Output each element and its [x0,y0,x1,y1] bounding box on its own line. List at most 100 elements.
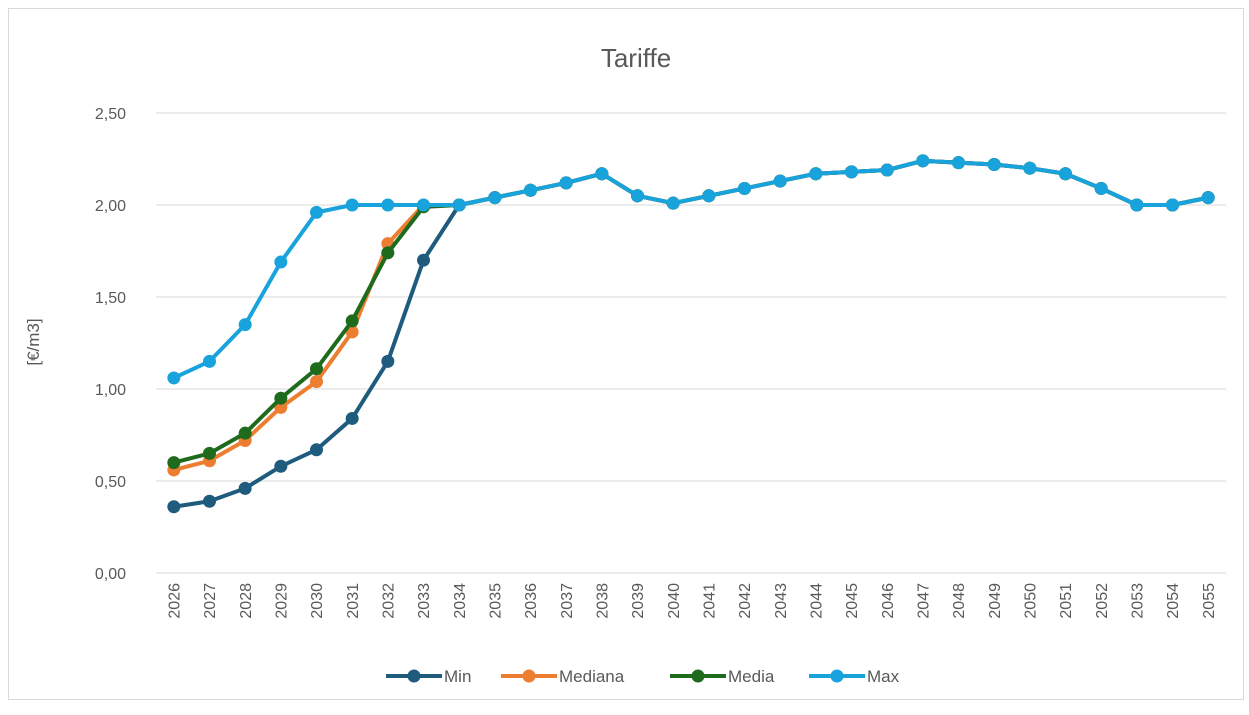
data-point [167,500,181,514]
data-point [310,443,323,457]
x-tick-label: 2031 [345,583,362,619]
data-point [345,411,359,425]
data-point [203,354,216,368]
x-tick-label: 2032 [380,583,397,619]
x-tick-label: 2033 [416,583,433,619]
legend-swatch-marker [522,669,536,683]
data-point [274,459,288,473]
y-tick-label: 1,50 [95,290,126,307]
data-point [987,158,1001,172]
data-point [417,198,430,212]
series-line [171,158,1211,465]
legend-label: Media [728,667,775,686]
data-point [559,176,573,190]
y-tick-label: 2,50 [95,106,126,123]
chart-title: Tariffe [601,43,671,73]
data-point [952,156,965,170]
y-axis: 0,00 0,50 1,00 1,50 2,00 2,50 [95,106,126,583]
x-tick-label: 2050 [1022,583,1039,619]
data-point [809,167,823,181]
data-point [702,189,716,203]
data-point [631,189,644,203]
x-tick-label: 2051 [1058,583,1075,619]
data-point [1201,191,1215,205]
data-point [773,174,787,188]
x-tick-label: 2035 [487,583,504,619]
legend: Min Mediana Media Max [386,667,900,686]
legend-item: Mediana [501,667,625,686]
x-tick-label: 2042 [737,583,754,619]
data-point [203,446,216,460]
x-tick-label: 2029 [273,583,290,619]
x-tick-label: 2036 [523,583,540,619]
data-point [167,371,181,385]
x-tick-label: 2037 [559,583,576,619]
series-line [171,158,1211,472]
legend-label: Min [444,667,471,686]
data-point [1094,181,1108,195]
data-point [1023,161,1037,175]
data-point [738,181,751,195]
legend-label: Mediana [559,667,625,686]
x-tick-label: 2043 [773,583,790,619]
data-point [880,163,894,177]
x-tick-label: 2055 [1201,583,1218,619]
x-tick-label: 2049 [987,583,1004,619]
x-tick-label: 2054 [1165,583,1182,619]
x-tick-label: 2028 [238,583,255,619]
data-point [452,198,466,212]
x-tick-label: 2047 [915,583,932,619]
legend-item: Max [809,667,900,686]
x-tick-label: 2053 [1129,583,1146,619]
x-axis: 2026 2027 2028 2029 2030 2031 2032 2033 2034 2035… [166,583,1217,619]
series-line [171,158,1211,509]
data-point [310,375,323,389]
gridlines [156,112,1226,574]
x-tick-label: 2039 [630,583,647,619]
data-point [381,198,395,212]
data-point [167,456,181,470]
legend-swatch-marker [691,669,705,683]
data-point [916,154,930,168]
data-point [238,481,252,495]
x-tick-label: 2030 [309,583,326,619]
x-tick-label: 2052 [1094,583,1111,619]
legend-label: Max [867,667,900,686]
data-point [845,165,858,179]
data-point [345,198,359,212]
x-tick-label: 2026 [166,583,183,619]
series-mediana [167,154,1215,477]
x-tick-label: 2044 [808,583,825,619]
data-point [345,325,359,339]
data-point [1059,167,1072,181]
x-tick-label: 2041 [701,583,718,619]
data-point [488,191,502,205]
data-point [345,314,359,328]
data-point [381,354,395,368]
chart-frame: 0,00 0,50 1,00 1,50 2,00 2,50 2026 2027 2028 202… [8,8,1244,700]
legend-item: Min [386,667,471,686]
data-point [1166,198,1179,212]
y-tick-label: 0,00 [95,566,126,583]
x-tick-label: 2040 [666,583,683,619]
data-point [595,167,609,181]
legend-item: Media [670,667,775,686]
line-chart: 0,000,501,001,502,002,50 2026 2027 2028 202… [24,43,1226,686]
y-tick-label: 0,50 [95,474,126,491]
data-point [274,391,288,405]
data-point [524,183,537,197]
legend-swatch-marker [830,669,844,683]
x-tick-label: 2046 [880,583,897,619]
y-axis-title: [€/m3] [24,318,43,365]
legend-swatch-marker [407,669,421,683]
series-max [167,154,1215,385]
data-point [417,253,430,267]
x-tick-label: 2038 [594,583,611,619]
data-point [666,196,680,210]
series-media [167,154,1215,470]
x-tick-label: 2034 [452,583,469,619]
data-point [238,318,252,332]
x-tick-label: 2048 [951,583,968,619]
data-point [274,255,288,269]
data-point [310,362,323,376]
